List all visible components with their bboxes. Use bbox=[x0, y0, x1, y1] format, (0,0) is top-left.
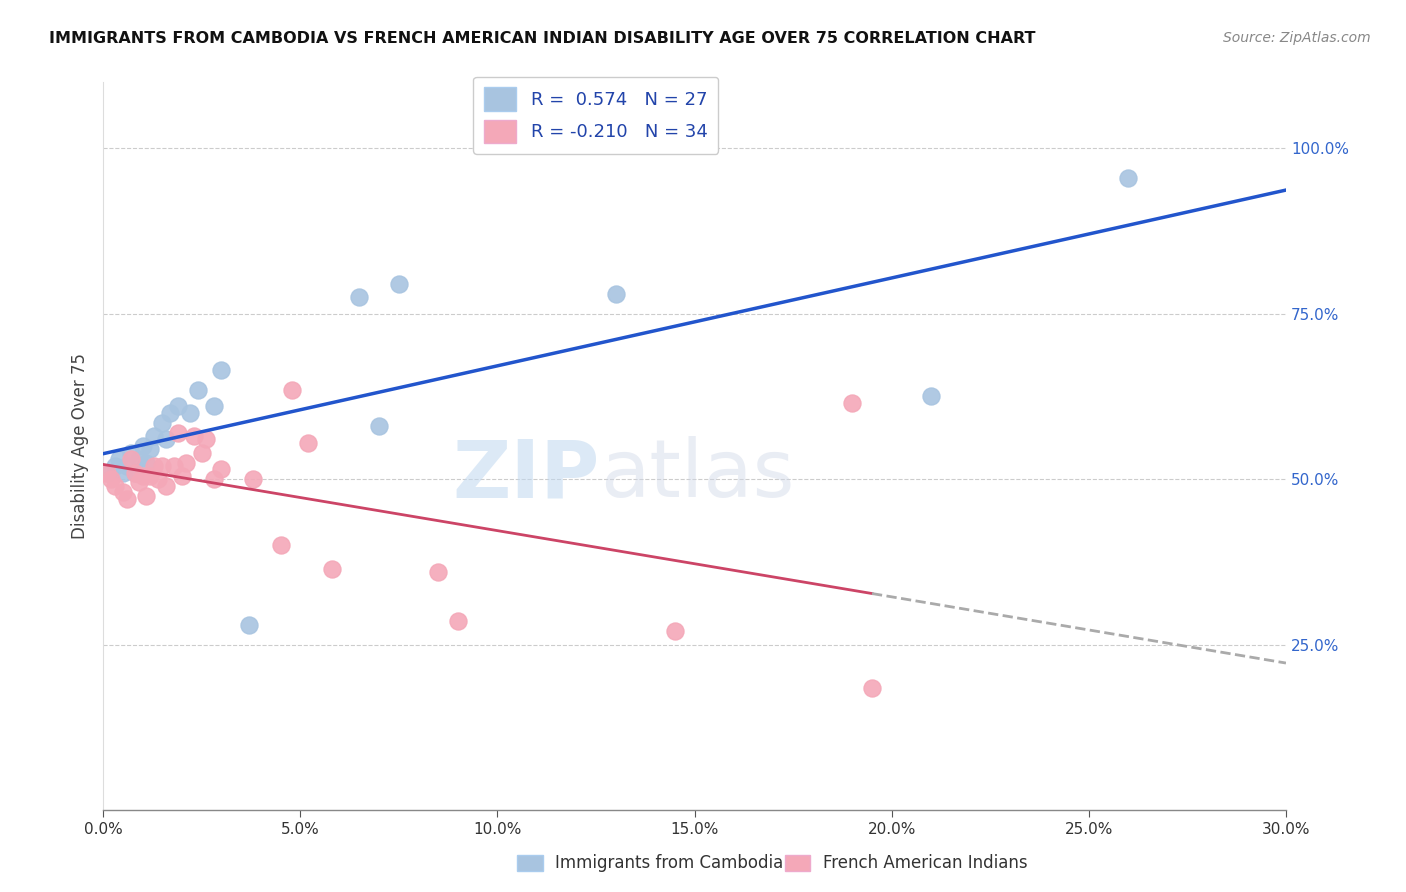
Point bbox=[270, 538, 292, 552]
Point bbox=[111, 485, 134, 500]
Point bbox=[368, 419, 391, 434]
Point bbox=[155, 433, 177, 447]
Point bbox=[209, 462, 232, 476]
Point bbox=[427, 565, 450, 579]
Point bbox=[447, 615, 470, 629]
Text: IMMIGRANTS FROM CAMBODIA VS FRENCH AMERICAN INDIAN DISABILITY AGE OVER 75 CORREL: IMMIGRANTS FROM CAMBODIA VS FRENCH AMERI… bbox=[49, 31, 1036, 46]
Point bbox=[131, 439, 153, 453]
Point bbox=[605, 286, 627, 301]
Legend: R =  0.574   N = 27, R = -0.210   N = 34: R = 0.574 N = 27, R = -0.210 N = 34 bbox=[472, 77, 718, 153]
Point bbox=[115, 458, 138, 473]
Point bbox=[135, 456, 157, 470]
Y-axis label: Disability Age Over 75: Disability Age Over 75 bbox=[72, 353, 89, 539]
Point bbox=[202, 472, 225, 486]
Point bbox=[349, 290, 371, 304]
Point bbox=[131, 468, 153, 483]
Point bbox=[135, 489, 157, 503]
Point bbox=[104, 479, 127, 493]
Point bbox=[108, 452, 131, 467]
Point bbox=[183, 429, 205, 443]
Text: French American Indians: French American Indians bbox=[823, 855, 1028, 872]
Point bbox=[242, 472, 264, 486]
Point bbox=[281, 383, 304, 397]
Point bbox=[321, 561, 343, 575]
Point bbox=[920, 389, 942, 403]
Point bbox=[187, 383, 209, 397]
Point bbox=[167, 400, 190, 414]
Point bbox=[190, 446, 212, 460]
Point bbox=[120, 452, 142, 467]
Point bbox=[174, 456, 197, 470]
Point bbox=[841, 396, 863, 410]
Point bbox=[104, 458, 127, 473]
Point bbox=[155, 479, 177, 493]
Text: atlas: atlas bbox=[600, 436, 794, 514]
Point bbox=[124, 466, 146, 480]
Point bbox=[96, 466, 118, 480]
Point bbox=[664, 624, 686, 639]
Point bbox=[167, 425, 190, 440]
Point bbox=[297, 435, 319, 450]
Point bbox=[170, 468, 193, 483]
Point bbox=[159, 406, 181, 420]
Point bbox=[139, 468, 162, 483]
Point bbox=[150, 458, 173, 473]
Point bbox=[179, 406, 201, 420]
Text: ZIP: ZIP bbox=[453, 436, 600, 514]
Point bbox=[96, 466, 118, 480]
Point bbox=[1116, 171, 1139, 186]
Point bbox=[128, 452, 150, 467]
Point bbox=[139, 442, 162, 457]
Point bbox=[860, 681, 883, 695]
Text: Immigrants from Cambodia: Immigrants from Cambodia bbox=[555, 855, 783, 872]
Point bbox=[115, 491, 138, 506]
Point bbox=[238, 617, 260, 632]
Point bbox=[150, 416, 173, 430]
Point bbox=[100, 472, 122, 486]
Point bbox=[124, 466, 146, 480]
Point bbox=[143, 429, 166, 443]
Point bbox=[111, 466, 134, 480]
Point bbox=[209, 363, 232, 377]
Point bbox=[143, 458, 166, 473]
Point bbox=[120, 446, 142, 460]
Point bbox=[128, 475, 150, 490]
Text: Source: ZipAtlas.com: Source: ZipAtlas.com bbox=[1223, 31, 1371, 45]
Point bbox=[194, 433, 217, 447]
Point bbox=[202, 400, 225, 414]
Point bbox=[148, 472, 170, 486]
Point bbox=[388, 277, 411, 291]
Point bbox=[163, 458, 186, 473]
